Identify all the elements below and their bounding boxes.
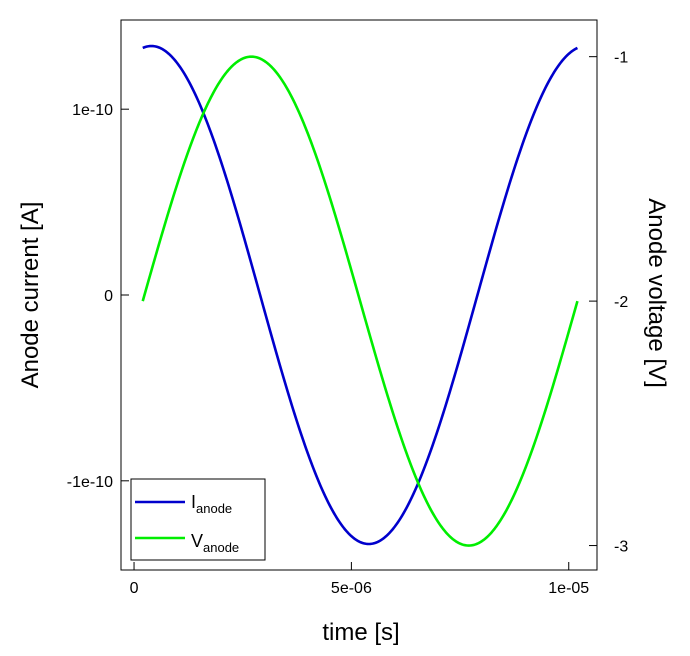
legend-box [130, 478, 266, 561]
legend-label-anode-voltage-sub: anode [203, 540, 239, 555]
legend-label-anode-current-main: I [191, 492, 196, 512]
legend-label-anode-current: Ianode [191, 492, 232, 516]
legend-label-anode-voltage: Vanode [191, 531, 239, 555]
y-left-axis-title: Anode current [A] [17, 202, 44, 389]
y-left-tick-label: 1e-10 [72, 102, 113, 119]
x-tick-label: 5e-06 [331, 580, 372, 597]
x-axis-ticks: 0 5e-06 1e-05 [130, 562, 589, 597]
series-line-anode-current [142, 44, 579, 546]
y-right-tick-label: -3 [614, 539, 628, 556]
legend-label-anode-current-sub: anode [196, 501, 232, 516]
x-tick-label: 0 [130, 580, 139, 597]
y-right-tick-label: -1 [614, 50, 628, 67]
y-right-axis-title: Anode voltage [V] [643, 198, 670, 387]
y-left-tick-label: 0 [104, 288, 113, 305]
x-tick-label: 1e-05 [548, 580, 589, 597]
y-right-tick-label: -2 [614, 294, 628, 311]
y-left-tick-label: -1e-10 [67, 474, 113, 491]
y-left-axis-ticks: -1e-10 0 1e-10 [67, 102, 129, 491]
x-axis-title: time [s] [322, 619, 399, 646]
series-group [141, 44, 579, 547]
y-right-axis-ticks: -3 -2 -1 [589, 50, 628, 556]
legend-label-anode-voltage-main: V [191, 531, 203, 551]
series-line-anode-voltage [141, 55, 579, 547]
legend: Ianode Vanode [130, 478, 266, 561]
